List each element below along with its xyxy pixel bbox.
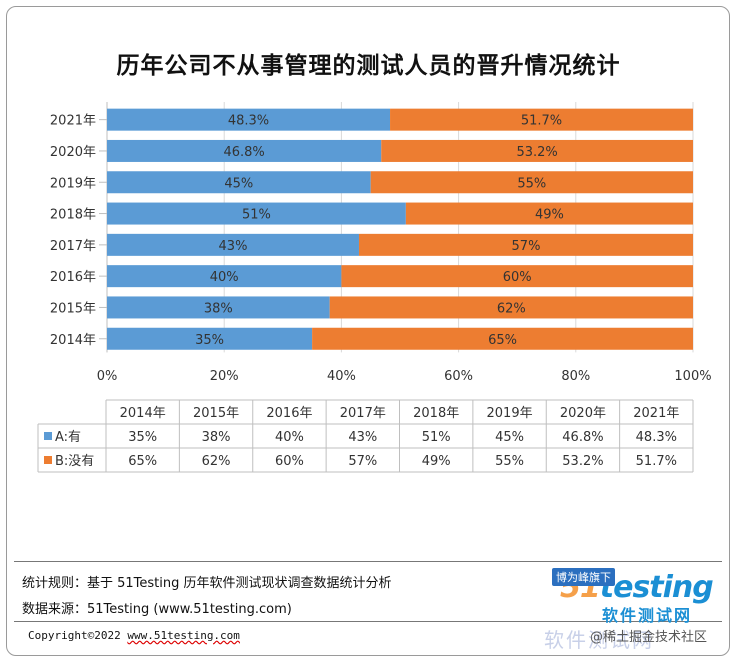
- copyright-line: Copyright©2022 www.51testing.com: [28, 629, 240, 642]
- bar-series-b: [405, 202, 693, 225]
- bar-series-b: [370, 171, 693, 194]
- table-cell: 55%: [495, 454, 524, 469]
- x-tick-label: 80%: [561, 369, 590, 384]
- table-cell: 40%: [275, 430, 304, 445]
- data-label-series-a: 35%: [195, 333, 224, 348]
- data-label-series-a: 46.8%: [223, 145, 264, 160]
- bar-series-b: [390, 108, 693, 131]
- data-label-series-b: 51.7%: [521, 114, 562, 129]
- footer-divider-top: [14, 561, 722, 562]
- bar-series-b: [329, 296, 693, 319]
- brand-tag: 博为峰旗下: [552, 568, 615, 586]
- table-cell: 46.8%: [562, 430, 603, 445]
- chart-title: 历年公司不从事管理的测试人员的晋升情况统计: [116, 53, 621, 79]
- y-tick-label: 2021年: [50, 114, 96, 129]
- y-tick-label: 2019年: [50, 176, 96, 191]
- table-cell: 45%: [495, 430, 524, 445]
- y-tick-label: 2014年: [50, 333, 96, 348]
- table-cell: 51.7%: [636, 454, 677, 469]
- table-header-cell: 2019年: [487, 406, 533, 421]
- data-label-series-b: 55%: [517, 176, 546, 191]
- data-label-series-b: 49%: [535, 208, 564, 223]
- data-label-series-b: 57%: [512, 239, 541, 254]
- table-cell: 57%: [348, 454, 377, 469]
- legend-label: B:没有: [55, 454, 94, 469]
- bar-series-a: [107, 327, 313, 350]
- x-tick-label: 40%: [327, 369, 356, 384]
- data-label-series-a: 45%: [224, 176, 253, 191]
- table-header-cell: 2020年: [560, 406, 606, 421]
- x-tick-label: 100%: [674, 369, 711, 384]
- table-header-cell: 2016年: [266, 406, 312, 421]
- table-cell: 60%: [275, 454, 304, 469]
- brand-subtitle: 软件测试网: [602, 606, 693, 625]
- y-tick-label: 2018年: [50, 208, 96, 223]
- legend-swatch: [44, 432, 52, 440]
- table-cell: 65%: [128, 454, 157, 469]
- data-label-series-a: 48.3%: [228, 114, 269, 129]
- bar-series-a: [107, 265, 342, 288]
- bar-series-a: [107, 171, 371, 194]
- data-label-series-a: 43%: [219, 239, 248, 254]
- footer-divider-bottom: [14, 621, 722, 622]
- data-label-series-a: 40%: [210, 270, 239, 285]
- copyright-prefix: Copyright©2022: [28, 629, 128, 642]
- table-header-cell: 2014年: [120, 406, 166, 421]
- statistics-rule-text: 统计规则：基于 51Testing 历年软件测试现状调查数据统计分析: [22, 576, 392, 591]
- table-cell: 38%: [202, 430, 231, 445]
- table-header-cell: 2015年: [193, 406, 239, 421]
- bar-series-b: [312, 327, 693, 350]
- table-cell: 51%: [422, 430, 451, 445]
- y-tick-label: 2020年: [50, 145, 96, 160]
- table-cell: 53.2%: [562, 454, 603, 469]
- data-label-series-b: 60%: [503, 270, 532, 285]
- data-label-series-a: 38%: [204, 301, 233, 316]
- table-cell: 43%: [348, 430, 377, 445]
- table-header-cell: 2018年: [413, 406, 459, 421]
- data-label-series-a: 51%: [242, 208, 271, 223]
- table-header-cell: 2017年: [340, 406, 386, 421]
- bar-series-b: [381, 139, 693, 162]
- bar-series-a: [107, 233, 359, 256]
- data-label-series-b: 65%: [488, 333, 517, 348]
- table-cell: 49%: [422, 454, 451, 469]
- copyright-url-link[interactable]: www.51testing.com: [127, 629, 240, 642]
- data-source-text: 数据来源：51Testing (www.51testing.com): [22, 602, 292, 617]
- table-cell: 62%: [202, 454, 231, 469]
- data-label-series-b: 62%: [497, 301, 526, 316]
- bar-series-a: [107, 202, 406, 225]
- bar-series-a: [107, 108, 391, 131]
- table-cell: 48.3%: [636, 430, 677, 445]
- table-header-cell: 2021年: [633, 406, 679, 421]
- brand-watermark: 软件测试网 51testing 博为峰旗下 软件测试网 @稀土掘金技术社区: [540, 562, 730, 652]
- y-tick-label: 2015年: [50, 301, 96, 316]
- x-tick-label: 60%: [444, 369, 473, 384]
- data-label-series-b: 53.2%: [516, 145, 557, 160]
- y-tick-label: 2017年: [50, 239, 96, 254]
- juejin-credit: @稀土掘金技术社区: [590, 630, 708, 645]
- x-tick-label: 0%: [97, 369, 118, 384]
- legend-swatch: [44, 456, 52, 464]
- bar-series-a: [107, 296, 330, 319]
- bar-series-b: [358, 233, 693, 256]
- x-tick-label: 20%: [210, 369, 239, 384]
- brand-logo-word: testing: [599, 570, 714, 605]
- table-cell: 35%: [128, 430, 157, 445]
- bar-series-a: [107, 139, 382, 162]
- bar-series-b: [341, 265, 693, 288]
- y-tick-label: 2016年: [50, 270, 96, 285]
- legend-label: A:有: [55, 430, 81, 445]
- brand-large-text: 软件测试网: [544, 628, 654, 652]
